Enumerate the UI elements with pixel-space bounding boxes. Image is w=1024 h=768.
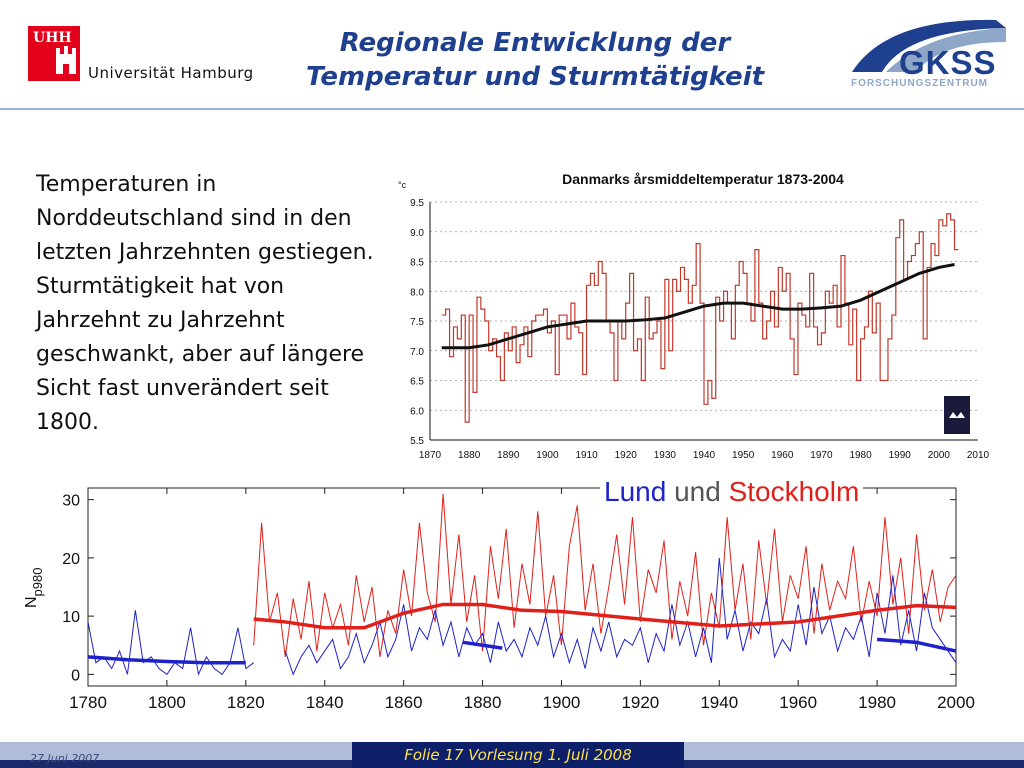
x-tick-label: 1880 bbox=[464, 693, 502, 712]
dmi-logo bbox=[944, 396, 970, 434]
y-tick-label: 6.5 bbox=[410, 377, 424, 388]
gkss-subtitle: FORSCHUNGSZENTRUM bbox=[851, 78, 988, 89]
x-tick-label: 1870 bbox=[419, 450, 442, 461]
lund-smoothed-series bbox=[876, 637, 957, 653]
university-name: Universität Hamburg bbox=[88, 64, 254, 82]
lund-smoothed-series bbox=[462, 640, 503, 650]
y-unit-label: °c bbox=[398, 180, 407, 190]
lund-smoothed-series bbox=[87, 655, 246, 665]
y-axis-label-sub: p980 bbox=[30, 568, 45, 597]
crown-icon bbox=[949, 412, 965, 418]
x-tick-label: 1960 bbox=[779, 693, 817, 712]
stockholm-raw-series bbox=[253, 493, 957, 657]
legend-und: und bbox=[674, 476, 721, 507]
chart-legend: Lund und Stockholm bbox=[600, 476, 864, 508]
x-tick-label: 1880 bbox=[458, 450, 481, 461]
y-tick-label: 7.0 bbox=[410, 347, 424, 358]
university-logo: UHH bbox=[28, 26, 80, 81]
x-tick-label: 1820 bbox=[227, 693, 265, 712]
x-tick-label: 2010 bbox=[967, 450, 990, 461]
x-tick-label: 1920 bbox=[615, 450, 638, 461]
x-tick-label: 1800 bbox=[148, 693, 186, 712]
denmark-temperature-chart: Danmarks årsmiddeltemperatur 1873-2004 °c… bbox=[378, 166, 1024, 466]
gkss-logo: GKSS FORSCHUNGSZENTRUM bbox=[846, 14, 1014, 94]
y-tick-label: 8.5 bbox=[410, 258, 424, 269]
legend-stockholm: Stockholm bbox=[728, 476, 860, 507]
y-tick-label: 6.0 bbox=[410, 406, 424, 417]
chart-background bbox=[378, 166, 1024, 466]
annual-temperature-series bbox=[441, 213, 959, 423]
gkss-logo-text: GKSS bbox=[899, 44, 997, 81]
x-tick-label: 1980 bbox=[858, 693, 896, 712]
legend-lund: Lund bbox=[604, 476, 667, 507]
y-tick-label: 7.5 bbox=[410, 317, 424, 328]
y-tick-label: 8.0 bbox=[410, 287, 424, 298]
slide-title: Regionale Entwicklung der Temperatur und… bbox=[250, 26, 820, 94]
x-tick-label: 2000 bbox=[937, 693, 975, 712]
x-tick-label: 1940 bbox=[700, 693, 738, 712]
dmi-logo-box bbox=[944, 396, 970, 434]
y-tick-label: 9.0 bbox=[410, 228, 424, 239]
x-tick-label: 1900 bbox=[536, 450, 559, 461]
x-tick-label: 1940 bbox=[693, 450, 716, 461]
y-axis-label: Np980 bbox=[23, 568, 45, 608]
x-tick-label: 1960 bbox=[771, 450, 794, 461]
x-tick-label: 1930 bbox=[654, 450, 677, 461]
y-tick-label: 9.5 bbox=[410, 198, 424, 209]
body-paragraph: Temperaturen in Norddeutschland sind in … bbox=[36, 172, 374, 435]
x-tick-label: 1910 bbox=[575, 450, 598, 461]
y-tick-label: 5.5 bbox=[410, 436, 424, 447]
university-logo-text: UHH bbox=[33, 30, 72, 46]
x-tick-label: 1920 bbox=[621, 693, 659, 712]
y-tick-label: 0 bbox=[71, 667, 80, 684]
footer-slide-label: Folie 17 Vorlesung 1. Juli 2008 bbox=[352, 742, 684, 768]
x-tick-label: 1780 bbox=[69, 693, 107, 712]
chart-title: Danmarks årsmiddeltemperatur 1873-2004 bbox=[562, 171, 844, 187]
title-line-2: Temperatur und Sturmtätigkeit bbox=[305, 62, 765, 92]
stockholm-smoothed-series bbox=[253, 602, 957, 630]
x-tick-label: 1970 bbox=[810, 450, 833, 461]
x-tick-label: 1840 bbox=[306, 693, 344, 712]
x-tick-label: 1890 bbox=[497, 450, 520, 461]
x-tick-label: 1860 bbox=[385, 693, 423, 712]
header-divider bbox=[0, 108, 1024, 110]
x-tick-label: 1980 bbox=[849, 450, 872, 461]
x-tick-label: 1900 bbox=[543, 693, 581, 712]
footer-date: 27 Juni 2007 bbox=[30, 752, 100, 765]
y-tick-label: 10 bbox=[62, 609, 80, 626]
x-tick-label: 1990 bbox=[889, 450, 912, 461]
y-tick-label: 20 bbox=[62, 551, 80, 568]
lund-raw-series bbox=[284, 557, 957, 676]
storm-activity-chart: 0 10 20 30 1780 1800 1820 1840 1860 1880 1900 1920 1… bbox=[23, 487, 975, 712]
castle-icon bbox=[56, 46, 76, 74]
smoothed-temperature-series bbox=[441, 263, 955, 350]
x-tick-label: 1950 bbox=[732, 450, 755, 461]
y-tick-label: 30 bbox=[62, 493, 80, 510]
x-tick-label: 2000 bbox=[928, 450, 951, 461]
title-line-1: Regionale Entwicklung der bbox=[339, 28, 731, 58]
gkss-arc-icon bbox=[852, 19, 1006, 72]
y-axis-label-main: N bbox=[23, 596, 40, 608]
